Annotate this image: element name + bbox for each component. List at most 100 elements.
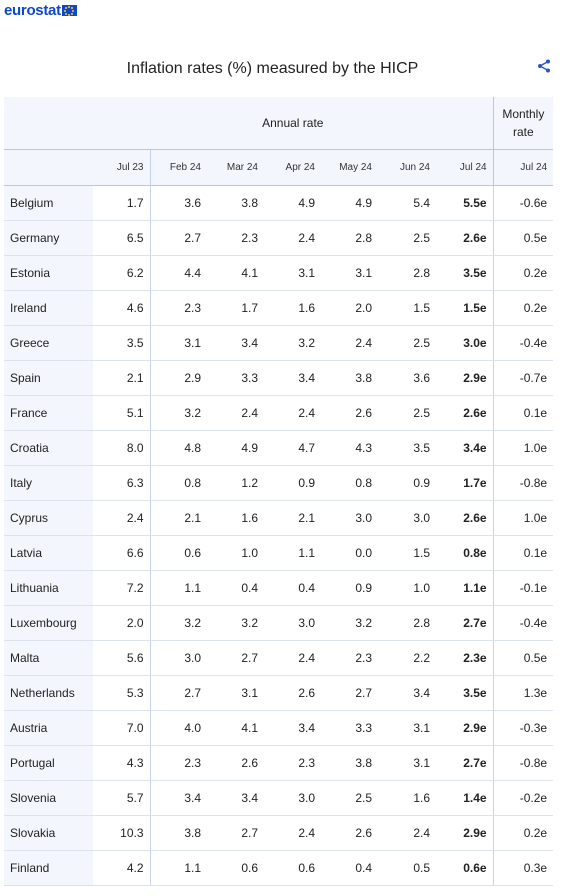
value-cell: 1.1 [150,570,207,606]
value-cell: -0.4e [492,325,554,361]
value-cell: 2.6 [207,745,264,781]
value-cell: 4.2 [93,850,151,886]
value-cell: 6.2 [93,255,151,291]
value-cell: 2.5 [378,395,436,431]
value-cell: 6.6 [93,535,151,571]
country-cell: Greece [4,325,93,361]
value-cell: 1.7 [93,185,151,221]
value-cell: 2.1 [150,500,207,536]
value-cell: 3.6 [150,185,207,221]
value-cell: 5.4 [378,185,436,221]
value-cell: -0.2e [492,780,554,816]
value-cell: 2.8 [378,255,436,291]
value-cell: 6.3 [93,465,151,501]
value-cell: 3.1 [264,255,321,291]
country-cell: Lithuania [4,570,93,606]
value-cell: 0.8 [150,465,207,501]
column-header: Jul 23 [93,149,151,186]
eu-flag-icon [61,4,77,16]
country-cell: Italy [4,465,93,501]
value-cell: 2.4 [264,395,321,431]
value-cell: 0.5 [378,850,436,886]
value-cell: 0.2e [492,290,554,326]
value-cell: 2.6 [321,395,378,431]
value-cell: 2.1 [264,500,321,536]
value-cell: 2.7e [436,605,494,641]
value-cell: 2.3 [150,290,207,326]
table-row: France 5.1 3.2 2.4 2.4 2.6 2.5 2.6e 0.1e [4,395,554,431]
value-cell: 1.6 [264,290,321,326]
value-cell: 3.2 [321,605,378,641]
value-cell: -0.3e [492,710,554,746]
value-cell: 2.4 [321,325,378,361]
value-cell: 2.8 [378,605,436,641]
value-cell: 2.5 [321,780,378,816]
value-cell: 2.1 [93,360,151,396]
value-cell: 7.0 [93,710,151,746]
table-body: Belgium 1.7 3.6 3.8 4.9 4.9 5.4 5.5e -0.6e German… [4,185,554,886]
country-cell: Germany [4,220,93,256]
table-row: Greece 3.5 3.1 3.4 3.2 2.4 2.5 3.0e -0.4e [4,325,554,361]
value-cell: 3.8 [321,360,378,396]
value-cell: 1.7 [207,290,264,326]
value-cell: 1.0e [492,500,554,536]
value-cell: 2.7 [207,815,264,851]
value-cell: 2.6e [436,500,494,536]
value-cell: 3.4e [436,430,494,466]
country-cell: Ireland [4,290,93,326]
value-cell: 3.4 [378,675,436,711]
value-cell: 2.6e [436,395,494,431]
chart-title: Inflation rates (%) measured by the HICP [126,60,419,77]
value-cell: 1.1e [436,570,494,606]
value-cell: 2.3e [436,640,494,676]
value-cell: 2.6e [436,220,494,256]
value-cell: 0.5e [492,640,554,676]
value-cell: 3.6 [378,360,436,396]
value-cell: 0.4 [321,850,378,886]
value-cell: 0.6e [436,850,494,886]
value-cell: 2.4 [93,500,151,536]
value-cell: 1.0 [378,570,436,606]
table-row: Croatia 8.0 4.8 4.9 4.7 4.3 3.5 3.4e 1.0e [4,430,554,466]
value-cell: 2.9e [436,815,494,851]
column-header: Jul 24 [436,149,494,186]
value-cell: 2.4 [264,220,321,256]
value-cell: 1.5e [436,290,494,326]
table-row: Spain 2.1 2.9 3.3 3.4 3.8 3.6 2.9e -0.7e [4,360,554,396]
value-cell: 4.9 [321,185,378,221]
value-cell: 3.4 [150,780,207,816]
value-cell: 2.4 [264,640,321,676]
annual-rate-header: Annual rate [93,97,494,150]
value-cell: 1.6 [207,500,264,536]
table-row: Estonia 6.2 4.4 4.1 3.1 3.1 2.8 3.5e 0.2e [4,255,554,291]
value-cell: 2.2 [378,640,436,676]
value-cell: 0.2e [492,815,554,851]
logo-text: eurostat [4,1,61,19]
value-cell: 3.0 [378,500,436,536]
value-cell: 3.8 [321,745,378,781]
value-cell: 1.6 [378,780,436,816]
value-cell: 3.0e [436,325,494,361]
eurostat-logo[interactable]: eurostat [4,1,77,19]
value-cell: 3.0 [150,640,207,676]
value-cell: 1.5 [378,290,436,326]
value-cell: 1.7e [436,465,494,501]
value-cell: 3.4 [207,325,264,361]
table-row: Lithuania 7.2 1.1 0.4 0.4 0.9 1.0 1.1e -0.1e [4,570,554,606]
corner-cell-2 [4,149,93,186]
value-cell: 0.3e [492,850,554,886]
value-cell: 6.5 [93,220,151,256]
value-cell: -0.8e [492,465,554,501]
value-cell: 3.0 [264,605,321,641]
country-cell: Croatia [4,430,93,466]
value-cell: 3.1 [378,710,436,746]
table-row: Belgium 1.7 3.6 3.8 4.9 4.9 5.4 5.5e -0.6e [4,185,554,221]
value-cell: 4.6 [93,290,151,326]
value-cell: 2.4 [264,815,321,851]
value-cell: 2.8 [321,220,378,256]
hicp-table: Annual rate Monthly rate Jul 23 Feb 24 Mar… [4,97,554,886]
table-row: Slovakia 10.3 3.8 2.7 2.4 2.6 2.4 2.9e 0.2e [4,815,554,851]
share-icon[interactable] [536,58,552,74]
value-cell: 3.8 [150,815,207,851]
value-cell: 3.1 [378,745,436,781]
